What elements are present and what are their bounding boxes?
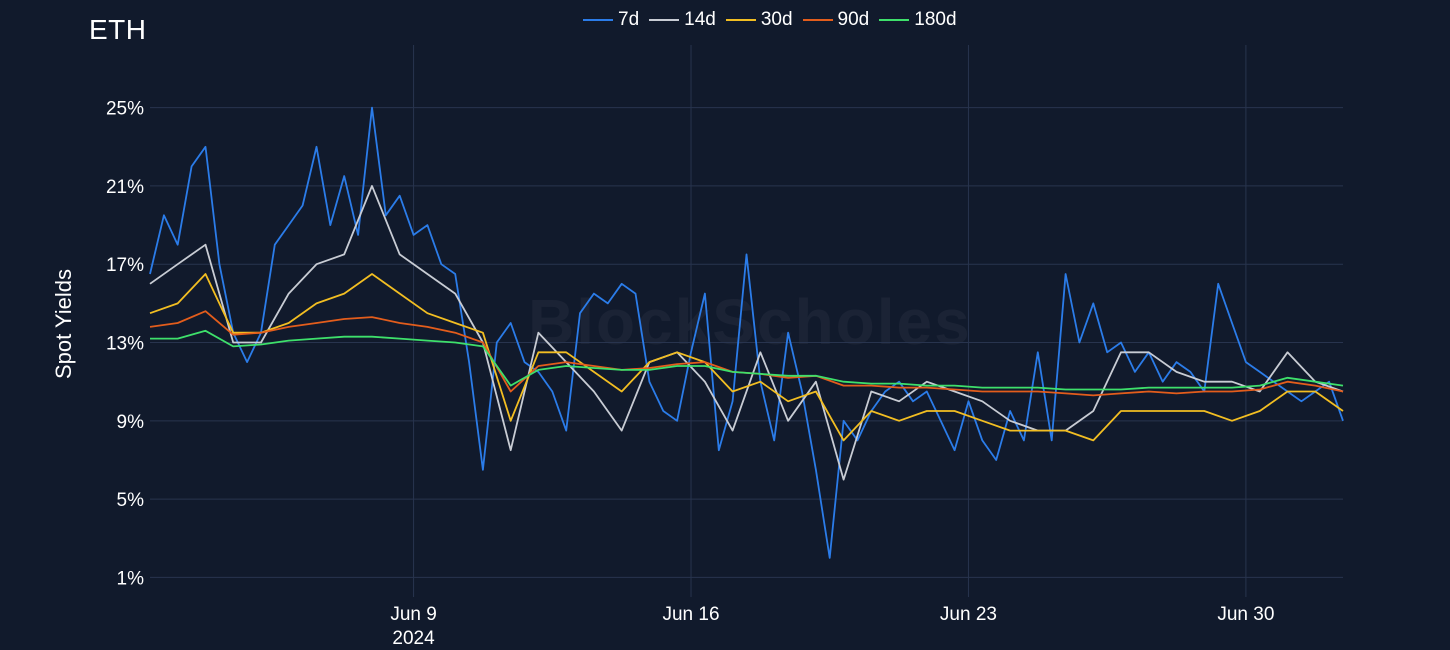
series-line-14d xyxy=(149,184,1344,481)
legend-label-30d: 30d xyxy=(760,9,793,30)
y-tick-label: 1% xyxy=(117,568,145,589)
legend-swatch-90d xyxy=(802,19,833,21)
legend-swatch-180d xyxy=(879,19,910,21)
legend-swatch-30d xyxy=(725,19,756,21)
legend-item-14d[interactable]: 14d xyxy=(649,9,716,31)
x-tick-sublabel: 2024 xyxy=(392,628,435,649)
legend-item-30d[interactable]: 30d xyxy=(725,9,793,31)
y-tick-label: 9% xyxy=(117,412,145,433)
legend-item-7d[interactable]: 7d xyxy=(583,9,639,31)
y-tick-label: 17% xyxy=(106,255,144,276)
legend-label-180d: 180d xyxy=(914,9,957,30)
axis-layer: 1% 5% 9% 13% 17% 21% 25% Jun 9 2024 Jun 16 Jun 23 J… xyxy=(51,99,1274,649)
x-tick-label: Jun 16 xyxy=(662,604,719,625)
series-line-90d xyxy=(149,310,1344,397)
grid-layer xyxy=(150,45,1343,597)
legend-item-180d[interactable]: 180d xyxy=(879,9,957,31)
y-tick-label: 5% xyxy=(117,490,145,511)
chart-title: ETH xyxy=(89,14,147,45)
legend-label-90d: 90d xyxy=(837,9,870,30)
y-tick-label: 13% xyxy=(106,334,144,355)
legend-item-90d[interactable]: 90d xyxy=(802,9,870,31)
series-line-180d xyxy=(150,329,1344,391)
x-tick-label: Jun 23 xyxy=(940,604,997,625)
x-tick-label: Jun 30 xyxy=(1217,604,1274,625)
y-tick-label: 21% xyxy=(106,177,144,198)
legend-swatch-14d xyxy=(649,19,680,21)
legend-swatch-7d xyxy=(583,19,613,21)
series-layer xyxy=(149,106,1344,559)
legend-label-14d: 14d xyxy=(684,9,716,30)
legend: 7d 14d 30d 90d 180d xyxy=(583,8,967,32)
x-tick-label: Jun 9 xyxy=(390,604,436,625)
series-line-30d xyxy=(149,273,1344,442)
y-axis-label: Spot Yields xyxy=(51,269,76,379)
legend-label-7d: 7d xyxy=(618,9,640,30)
y-tick-label: 25% xyxy=(106,99,144,120)
series-line-7d xyxy=(149,106,1344,559)
